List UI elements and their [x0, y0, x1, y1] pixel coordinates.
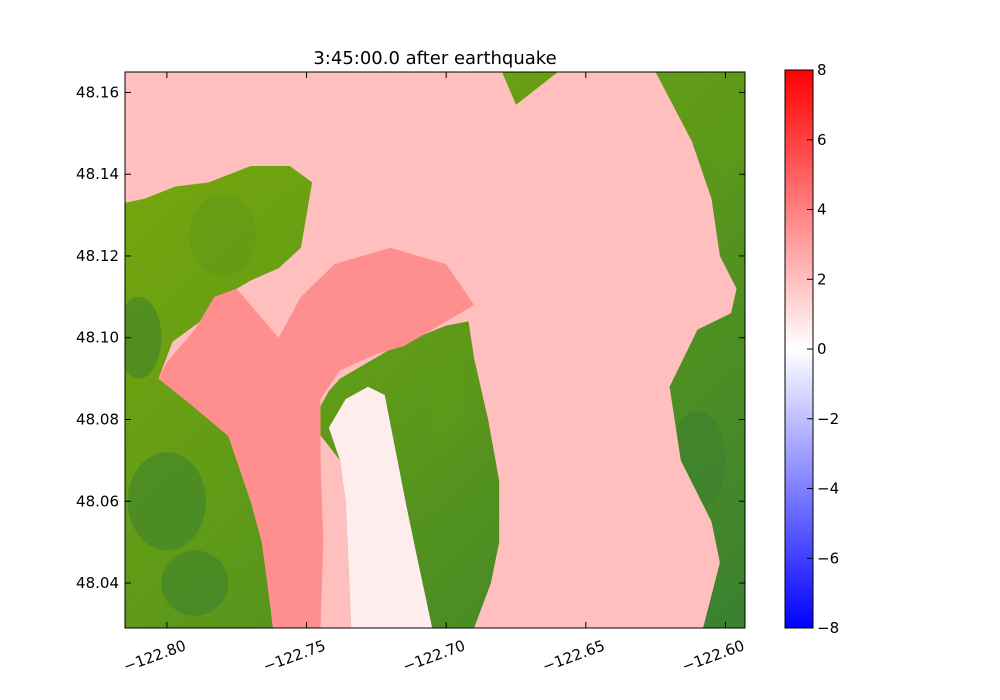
colorbar-tick-label: −6 [817, 549, 839, 567]
plot-frame [124, 71, 746, 629]
land-texture-blob [127, 452, 206, 551]
colorbar-tick-label: 0 [817, 340, 827, 358]
land-texture-blob [703, 92, 745, 175]
colorbar-ticks: −8 −6 −4 −2 0 2 4 6 8 [807, 61, 839, 637]
y-tick-label: 48.06 [76, 492, 119, 510]
colorbar-tick-label: 2 [817, 270, 827, 288]
land-texture-blob [429, 358, 463, 440]
y-tick-label: 48.12 [76, 247, 119, 265]
y-axis: 48.04 48.06 48.08 48.10 48.12 48.14 48.16 [76, 83, 745, 592]
x-tick-label: −122.60 [680, 636, 747, 675]
colorbar-tick-label: −2 [817, 410, 839, 428]
y-tick-label: 48.08 [76, 411, 119, 429]
y-tick-label: 48.14 [76, 165, 119, 183]
y-tick-label: 48.04 [76, 574, 119, 592]
y-tick-label: 48.16 [76, 83, 119, 101]
colorbar-tick-label: −4 [817, 480, 839, 498]
colorbar-tick-label: −8 [817, 619, 839, 637]
plot-area [125, 72, 745, 628]
chart-title: 3:45:00.0 after earthquake [313, 48, 556, 69]
land-texture-blob [161, 550, 229, 616]
colorbar-tick-label: 4 [817, 201, 827, 219]
water-region-narrow-channel [328, 386, 433, 628]
x-tick-label: −122.65 [540, 636, 607, 675]
y-tick-label: 48.10 [76, 329, 119, 347]
x-tick-label: −122.70 [400, 636, 467, 675]
colorbar-tick-label: 6 [817, 131, 827, 149]
x-tick-label: −122.75 [261, 636, 328, 675]
land-texture-blob [125, 296, 162, 379]
land-texture-blob [189, 194, 257, 277]
water-layer [125, 72, 737, 628]
colorbar-tick-label: 8 [817, 61, 827, 79]
colorbar: −8 −6 −4 −2 0 2 4 6 8 [784, 61, 839, 637]
water-region-central-inlet [158, 247, 475, 628]
x-tick-label: −122.80 [121, 636, 188, 675]
